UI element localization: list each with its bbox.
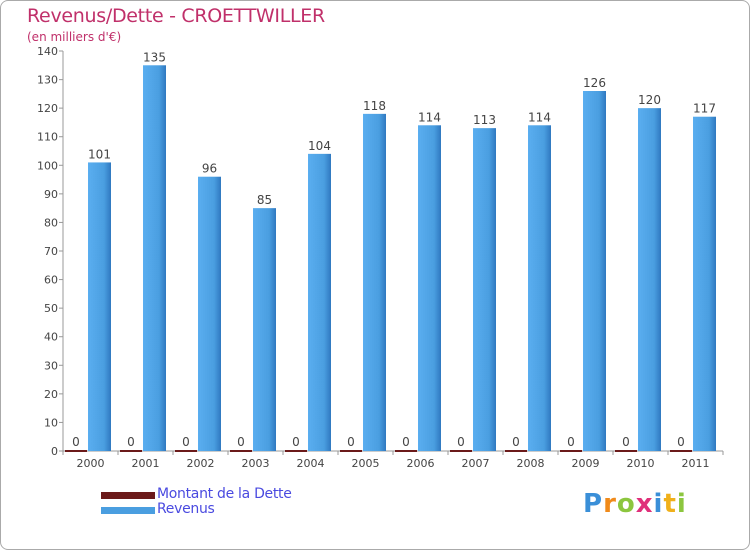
y-tick-label: 10 — [44, 416, 58, 429]
bar-revenus — [143, 65, 166, 452]
bar-dette — [395, 450, 417, 452]
y-tick-label: 50 — [44, 302, 58, 315]
x-tick-label: 2010 — [627, 457, 655, 470]
y-tick-label: 40 — [44, 331, 58, 344]
y-tick-label: 60 — [44, 274, 58, 287]
bar-dette — [670, 450, 692, 452]
bar-dette — [560, 450, 582, 452]
bar-dette — [450, 450, 472, 452]
y-tick-label: 90 — [44, 188, 58, 201]
y-tick-label: 130 — [37, 74, 58, 87]
x-tick-label: 2007 — [462, 457, 490, 470]
legend-swatch-dette — [101, 492, 155, 499]
bar-dette — [615, 450, 637, 452]
bar-dette — [230, 450, 252, 452]
y-tick-label: 0 — [51, 445, 58, 458]
data-label-dette: 0 — [512, 435, 520, 449]
data-label-dette: 0 — [72, 435, 80, 449]
data-label-dette: 0 — [402, 435, 410, 449]
bar-dette — [340, 450, 362, 452]
x-tick-label: 2003 — [242, 457, 270, 470]
bar-dette — [65, 450, 87, 452]
data-label-dette: 0 — [182, 435, 190, 449]
data-label-revenus: 104 — [308, 139, 331, 153]
y-tick-label: 80 — [44, 216, 58, 229]
chart-subtitle: (en milliers d'€) — [27, 30, 122, 44]
bar-revenus — [363, 113, 386, 451]
data-label-revenus: 118 — [363, 99, 386, 113]
data-label-dette: 0 — [292, 435, 300, 449]
bar-revenus — [308, 153, 331, 451]
data-label-revenus: 96 — [202, 162, 217, 176]
x-tick-label: 2005 — [352, 457, 380, 470]
y-tick-label: 140 — [37, 45, 58, 58]
y-tick-label: 110 — [37, 131, 58, 144]
logo-letter: x — [635, 489, 654, 519]
data-label-revenus: 101 — [88, 147, 111, 161]
data-label-dette: 0 — [237, 435, 245, 449]
bar-revenus — [253, 208, 276, 451]
data-label-dette: 0 — [347, 435, 355, 449]
data-label-revenus: 120 — [638, 93, 661, 107]
legend-label-dette: Montant de la Dette — [157, 486, 292, 502]
data-label-revenus: 126 — [583, 76, 606, 90]
x-tick-label: 2008 — [517, 457, 545, 470]
x-tick-label: 2001 — [132, 457, 160, 470]
logo-letter: r — [603, 489, 617, 519]
data-label-revenus: 85 — [257, 193, 272, 207]
y-tick-label: 100 — [37, 159, 58, 172]
y-tick-label: 70 — [44, 245, 58, 258]
bar-revenus — [418, 125, 441, 452]
x-tick-label: 2000 — [77, 457, 105, 470]
bar-revenus — [198, 176, 221, 451]
proxiti-logo: Proxiti — [583, 489, 687, 519]
bar-revenus — [583, 91, 606, 451]
x-tick-label: 2011 — [682, 457, 710, 470]
bar-revenus — [693, 116, 716, 451]
logo-letter: t — [663, 489, 677, 519]
x-tick-label: 2002 — [187, 457, 215, 470]
logo-letter: o — [616, 489, 636, 519]
bar-revenus — [528, 125, 551, 452]
y-tick-label: 30 — [44, 359, 58, 372]
data-label-revenus: 113 — [473, 113, 496, 127]
data-label-dette: 0 — [457, 435, 465, 449]
x-tick-label: 2009 — [572, 457, 600, 470]
data-label-revenus: 135 — [143, 50, 166, 64]
bar-dette — [505, 450, 527, 452]
x-tick-label: 2006 — [407, 457, 435, 470]
data-label-revenus: 114 — [418, 110, 441, 124]
bar-dette — [120, 450, 142, 452]
legend-label-revenus: Revenus — [157, 501, 215, 517]
y-tick-label: 20 — [44, 388, 58, 401]
logo-letter: i — [653, 489, 664, 519]
data-label-dette: 0 — [677, 435, 685, 449]
logo-letter: P — [583, 489, 604, 519]
data-label-revenus: 114 — [528, 110, 551, 124]
bar-dette — [285, 450, 307, 452]
chart-title: Revenus/Dette - CROETTWILLER — [27, 5, 325, 27]
bar-dette — [175, 450, 197, 452]
logo-letter: i — [676, 489, 687, 519]
bar-revenus — [88, 162, 111, 451]
data-label-dette: 0 — [127, 435, 135, 449]
x-tick-label: 2004 — [297, 457, 325, 470]
bar-revenus — [473, 128, 496, 451]
bar-revenus — [638, 108, 661, 452]
data-label-dette: 0 — [567, 435, 575, 449]
legend-swatch-revenus — [101, 507, 155, 514]
y-tick-label: 120 — [37, 102, 58, 115]
data-label-revenus: 117 — [693, 102, 716, 116]
data-label-dette: 0 — [622, 435, 630, 449]
